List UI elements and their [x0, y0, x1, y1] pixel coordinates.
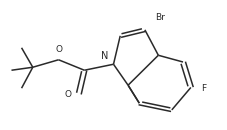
- Text: O: O: [56, 45, 63, 54]
- Text: Br: Br: [155, 13, 165, 22]
- Text: F: F: [201, 84, 206, 93]
- Text: O: O: [64, 90, 72, 99]
- Text: N: N: [101, 51, 108, 60]
